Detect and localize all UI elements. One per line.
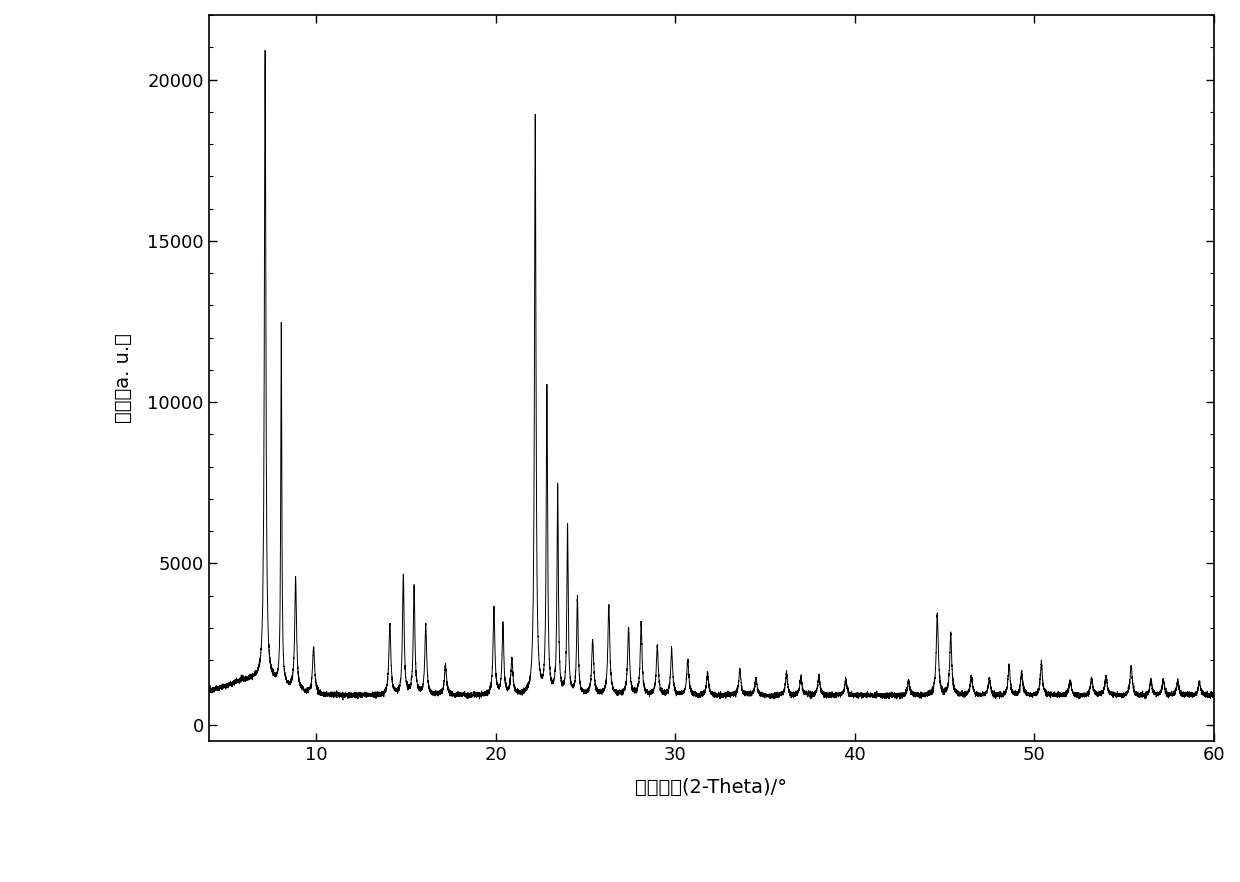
- Y-axis label: 强度（a. u.）: 强度（a. u.）: [114, 333, 133, 422]
- X-axis label: 衍射角度(2-Theta)/°: 衍射角度(2-Theta)/°: [635, 777, 787, 796]
